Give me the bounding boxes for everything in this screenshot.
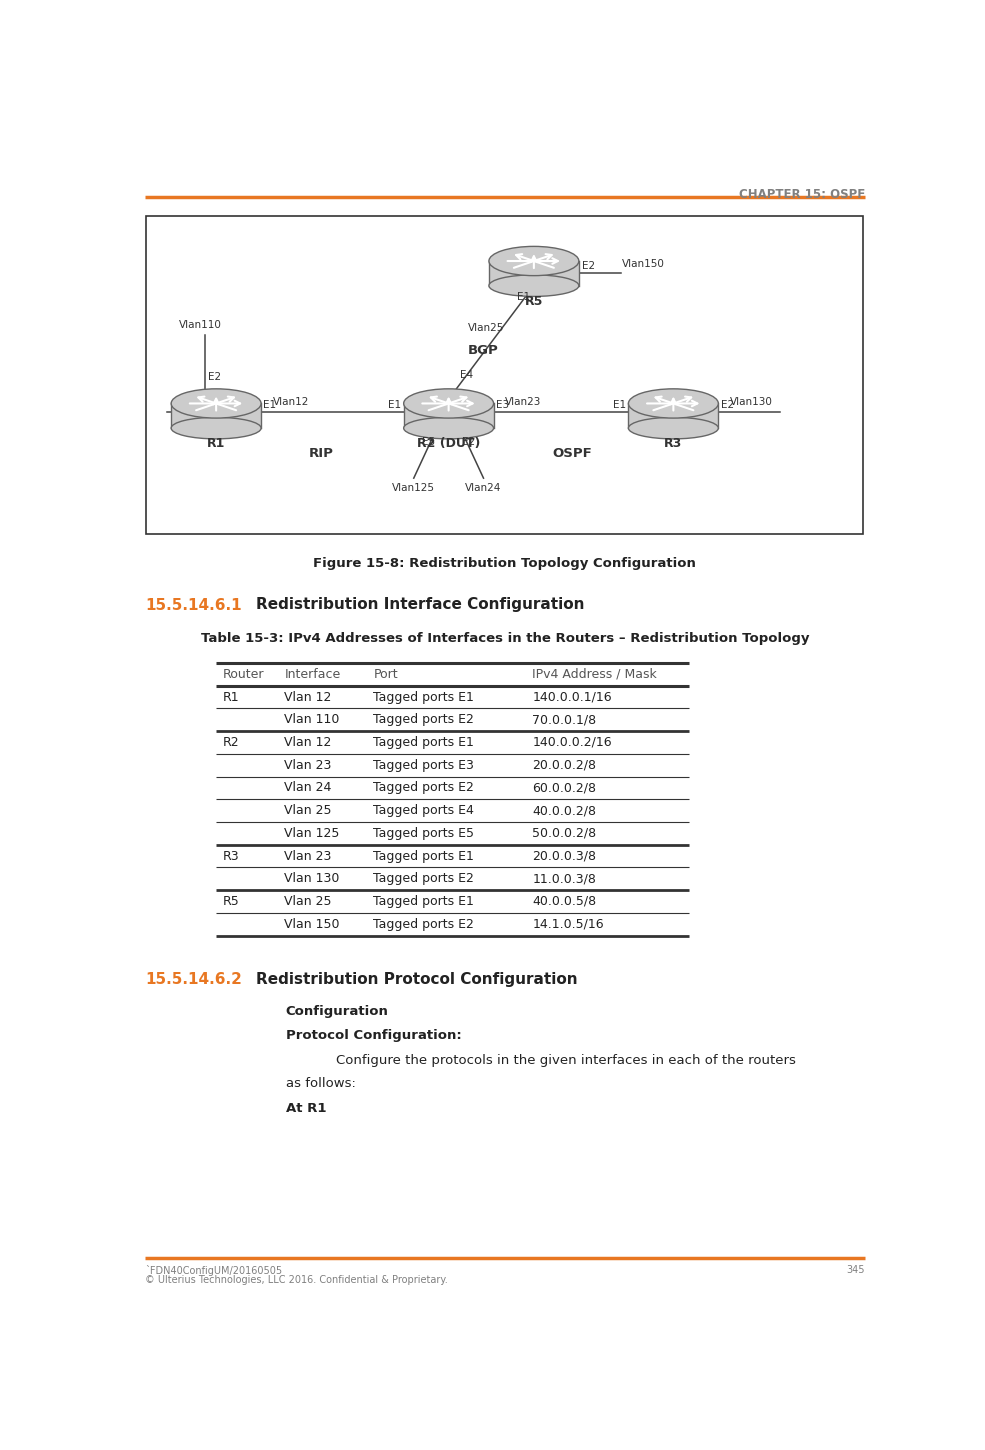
Text: Tagged ports E1: Tagged ports E1 bbox=[373, 737, 475, 750]
Text: Vlan 25: Vlan 25 bbox=[285, 895, 332, 908]
Text: Tagged ports E1: Tagged ports E1 bbox=[373, 850, 475, 863]
Text: OSPF: OSPF bbox=[553, 448, 593, 460]
Text: 40.0.0.2/8: 40.0.0.2/8 bbox=[532, 805, 596, 818]
Polygon shape bbox=[489, 261, 579, 286]
Text: R5: R5 bbox=[525, 294, 543, 307]
Text: Tagged ports E3: Tagged ports E3 bbox=[373, 758, 475, 771]
Text: Interface: Interface bbox=[285, 668, 341, 682]
Text: Tagged ports E1: Tagged ports E1 bbox=[373, 690, 475, 703]
Text: Vlan 25: Vlan 25 bbox=[285, 805, 332, 818]
Text: Vlan 23: Vlan 23 bbox=[285, 850, 332, 863]
Text: R2 (DUT): R2 (DUT) bbox=[417, 438, 481, 451]
Text: R3: R3 bbox=[223, 850, 239, 863]
Text: Router: Router bbox=[223, 668, 264, 682]
Text: Vlan23: Vlan23 bbox=[505, 397, 542, 407]
Ellipse shape bbox=[404, 389, 493, 418]
Text: Vlan 24: Vlan 24 bbox=[285, 782, 332, 795]
Text: R1: R1 bbox=[207, 438, 226, 451]
Text: Table 15-3: IPv4 Addresses of Interfaces in the Routers – Redistribution Topolog: Table 15-3: IPv4 Addresses of Interfaces… bbox=[201, 632, 809, 645]
Text: 20.0.0.3/8: 20.0.0.3/8 bbox=[532, 850, 596, 863]
Text: Protocol Configuration:: Protocol Configuration: bbox=[286, 1030, 462, 1043]
Text: Vlan12: Vlan12 bbox=[273, 397, 309, 407]
Polygon shape bbox=[628, 403, 718, 428]
Text: 70.0.0.1/8: 70.0.0.1/8 bbox=[532, 713, 597, 726]
Text: 345: 345 bbox=[846, 1264, 865, 1275]
Text: 11.0.0.3/8: 11.0.0.3/8 bbox=[532, 873, 596, 886]
Ellipse shape bbox=[404, 418, 493, 439]
Text: E4: E4 bbox=[460, 370, 474, 380]
Polygon shape bbox=[404, 403, 493, 428]
Text: At R1: At R1 bbox=[286, 1102, 326, 1115]
Ellipse shape bbox=[489, 276, 579, 296]
Text: R2: R2 bbox=[223, 737, 239, 750]
Text: Redistribution Interface Configuration: Redistribution Interface Configuration bbox=[256, 597, 585, 612]
Text: Vlan 130: Vlan 130 bbox=[285, 873, 340, 886]
Text: 14.1.0.5/16: 14.1.0.5/16 bbox=[532, 918, 604, 931]
Text: Configure the protocols in the given interfaces in each of the routers: Configure the protocols in the given int… bbox=[336, 1054, 796, 1067]
Text: Vlan24: Vlan24 bbox=[465, 483, 501, 493]
Text: Vlan 23: Vlan 23 bbox=[285, 758, 332, 771]
Text: R1: R1 bbox=[223, 690, 239, 703]
Text: 40.0.0.5/8: 40.0.0.5/8 bbox=[532, 895, 597, 908]
Text: Vlan 12: Vlan 12 bbox=[285, 737, 332, 750]
Text: Tagged ports E2: Tagged ports E2 bbox=[373, 713, 475, 726]
Text: Tagged ports E2: Tagged ports E2 bbox=[373, 918, 475, 931]
Text: Vlan 110: Vlan 110 bbox=[285, 713, 340, 726]
Ellipse shape bbox=[628, 389, 718, 418]
Text: Vlan 125: Vlan 125 bbox=[285, 826, 340, 840]
Ellipse shape bbox=[628, 418, 718, 439]
Text: Tagged ports E5: Tagged ports E5 bbox=[373, 826, 475, 840]
Text: 15.5.14.6.1: 15.5.14.6.1 bbox=[145, 597, 241, 612]
Text: CHAPTER 15: OSPF: CHAPTER 15: OSPF bbox=[739, 188, 865, 202]
Ellipse shape bbox=[489, 247, 579, 276]
Text: RIP: RIP bbox=[308, 448, 333, 460]
Polygon shape bbox=[171, 403, 261, 428]
Text: R5: R5 bbox=[223, 895, 239, 908]
Text: Tagged ports E2: Tagged ports E2 bbox=[373, 873, 475, 886]
Text: BGP: BGP bbox=[468, 344, 498, 357]
Text: Vlan 150: Vlan 150 bbox=[285, 918, 340, 931]
Text: `FDN40ConfigUM/20160505: `FDN40ConfigUM/20160505 bbox=[145, 1264, 282, 1276]
Text: E1: E1 bbox=[613, 400, 626, 410]
Text: 60.0.0.2/8: 60.0.0.2/8 bbox=[532, 782, 596, 795]
Text: E2: E2 bbox=[462, 438, 475, 448]
Text: E1: E1 bbox=[263, 400, 277, 410]
Text: E2: E2 bbox=[721, 400, 734, 410]
Text: Tagged ports E4: Tagged ports E4 bbox=[373, 805, 475, 818]
Text: E3: E3 bbox=[495, 400, 509, 410]
Text: Figure 15-8: Redistribution Topology Configuration: Figure 15-8: Redistribution Topology Con… bbox=[313, 557, 696, 570]
Text: Vlan110: Vlan110 bbox=[179, 320, 222, 331]
Text: 140.0.0.2/16: 140.0.0.2/16 bbox=[532, 737, 612, 750]
Text: Vlan125: Vlan125 bbox=[392, 483, 435, 493]
Text: © Ulterius Technologies, LLC 2016. Confidential & Proprietary.: © Ulterius Technologies, LLC 2016. Confi… bbox=[145, 1275, 447, 1285]
Text: E5: E5 bbox=[423, 438, 435, 448]
Text: 50.0.0.2/8: 50.0.0.2/8 bbox=[532, 826, 597, 840]
Text: R3: R3 bbox=[664, 438, 683, 451]
Text: Configuration: Configuration bbox=[286, 1005, 389, 1018]
Text: Vlan25: Vlan25 bbox=[468, 323, 504, 334]
Text: Redistribution Protocol Configuration: Redistribution Protocol Configuration bbox=[256, 973, 578, 987]
Text: 15.5.14.6.2: 15.5.14.6.2 bbox=[145, 973, 241, 987]
Ellipse shape bbox=[171, 418, 261, 439]
Text: Tagged ports E1: Tagged ports E1 bbox=[373, 895, 475, 908]
Text: 140.0.0.1/16: 140.0.0.1/16 bbox=[532, 690, 612, 703]
Text: Vlan130: Vlan130 bbox=[730, 397, 773, 407]
FancyBboxPatch shape bbox=[147, 216, 863, 535]
Text: Vlan150: Vlan150 bbox=[622, 260, 664, 270]
Text: Tagged ports E2: Tagged ports E2 bbox=[373, 782, 475, 795]
Text: IPv4 Address / Mask: IPv4 Address / Mask bbox=[532, 668, 657, 682]
Text: E2: E2 bbox=[208, 373, 221, 383]
Text: 20.0.0.2/8: 20.0.0.2/8 bbox=[532, 758, 596, 771]
Text: Port: Port bbox=[373, 668, 398, 682]
Text: E1: E1 bbox=[517, 291, 530, 302]
Text: E2: E2 bbox=[582, 261, 595, 271]
Text: Vlan 12: Vlan 12 bbox=[285, 690, 332, 703]
Text: as follows:: as follows: bbox=[286, 1077, 356, 1090]
Ellipse shape bbox=[171, 389, 261, 418]
Text: E1: E1 bbox=[388, 400, 401, 410]
